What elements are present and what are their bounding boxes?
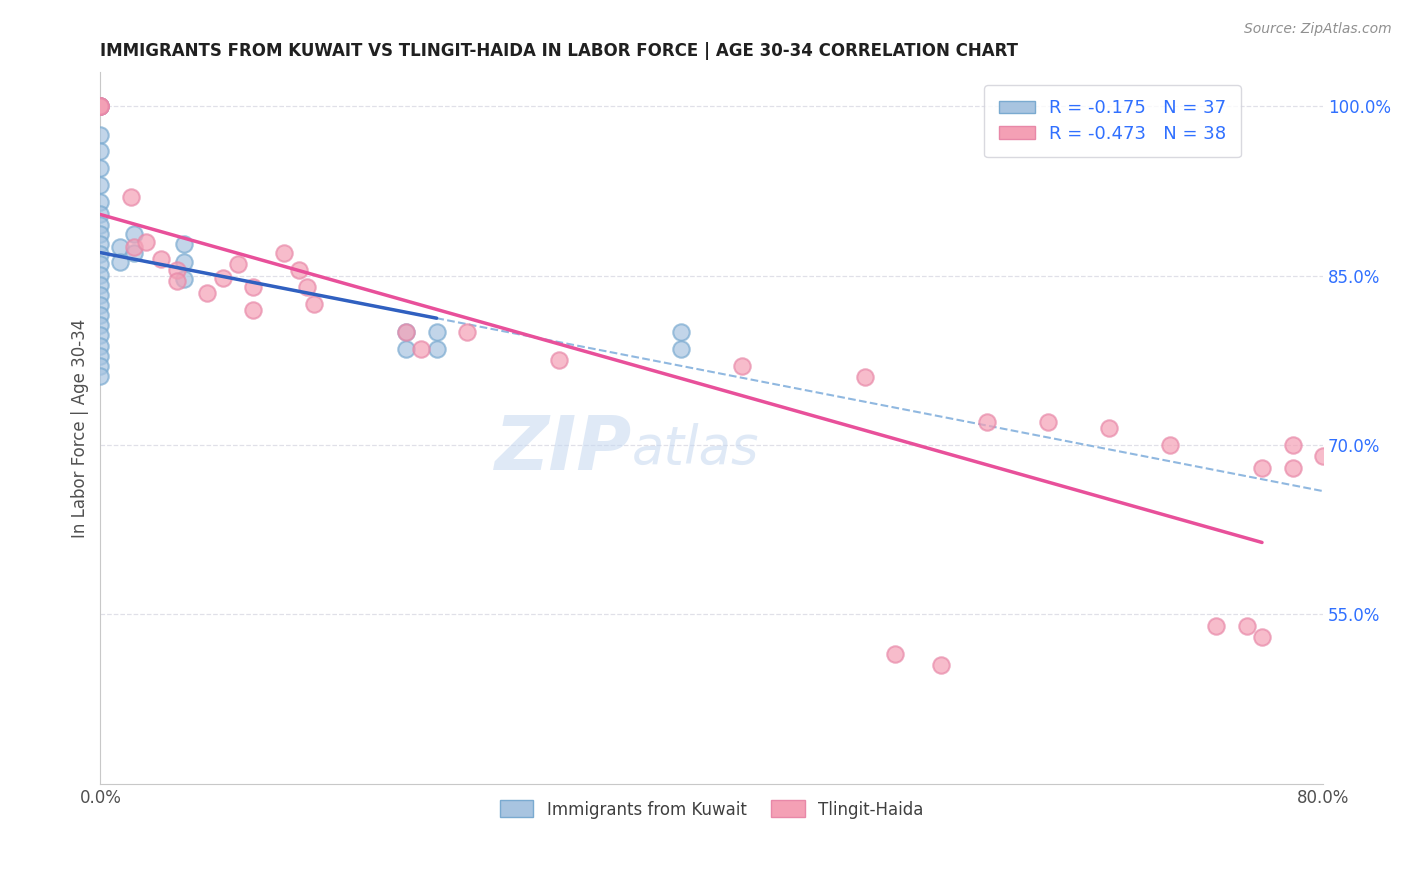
Point	[89, 227, 111, 241]
Point	[173, 255, 195, 269]
Point	[166, 263, 188, 277]
Point	[456, 325, 478, 339]
Point	[135, 235, 157, 249]
Point	[1281, 438, 1303, 452]
Point	[929, 658, 952, 673]
Point	[211, 271, 233, 285]
Point	[89, 178, 111, 193]
Point	[122, 227, 145, 241]
Point	[89, 359, 111, 373]
Point	[166, 274, 188, 288]
Point	[1205, 618, 1227, 632]
Point	[89, 99, 111, 113]
Point	[853, 370, 876, 384]
Point	[122, 240, 145, 254]
Point	[89, 145, 111, 159]
Point	[1036, 416, 1059, 430]
Point	[122, 246, 145, 260]
Point	[395, 342, 418, 356]
Point	[731, 359, 754, 373]
Point	[304, 297, 326, 311]
Point	[89, 268, 111, 282]
Text: Source: ZipAtlas.com: Source: ZipAtlas.com	[1244, 22, 1392, 37]
Point	[1159, 438, 1181, 452]
Point	[89, 247, 111, 261]
Point	[89, 237, 111, 252]
Point	[89, 339, 111, 353]
Point	[110, 240, 132, 254]
Point	[89, 318, 111, 333]
Point	[89, 206, 111, 220]
Point	[395, 325, 418, 339]
Point	[89, 328, 111, 343]
Point	[110, 255, 132, 269]
Point	[884, 647, 907, 661]
Legend: Immigrants from Kuwait, Tlingit-Haida: Immigrants from Kuwait, Tlingit-Haida	[494, 794, 931, 825]
Point	[1098, 421, 1121, 435]
Point	[89, 277, 111, 292]
Point	[173, 272, 195, 286]
Point	[242, 302, 264, 317]
Y-axis label: In Labor Force | Age 30-34: In Labor Force | Age 30-34	[72, 318, 89, 538]
Point	[295, 280, 318, 294]
Point	[120, 189, 142, 203]
Point	[173, 237, 195, 252]
Point	[1251, 630, 1274, 644]
Point	[548, 353, 571, 368]
Point	[89, 298, 111, 312]
Point	[273, 246, 295, 260]
Text: ZIP: ZIP	[495, 413, 633, 486]
Point	[89, 99, 111, 113]
Point	[89, 99, 111, 113]
Point	[242, 280, 264, 294]
Point	[1251, 460, 1274, 475]
Point	[976, 416, 998, 430]
Point	[89, 369, 111, 384]
Point	[1312, 450, 1334, 464]
Point	[226, 257, 249, 271]
Point	[89, 99, 111, 113]
Point	[669, 342, 692, 356]
Point	[89, 161, 111, 176]
Text: IMMIGRANTS FROM KUWAIT VS TLINGIT-HAIDA IN LABOR FORCE | AGE 30-34 CORRELATION C: IMMIGRANTS FROM KUWAIT VS TLINGIT-HAIDA …	[100, 42, 1018, 60]
Point	[89, 349, 111, 363]
Point	[426, 342, 449, 356]
Point	[411, 342, 433, 356]
Point	[89, 99, 111, 113]
Point	[288, 263, 311, 277]
Point	[1281, 460, 1303, 475]
Text: atlas: atlas	[633, 424, 759, 475]
Point	[395, 325, 418, 339]
Point	[89, 195, 111, 210]
Point	[1236, 618, 1258, 632]
Point	[426, 325, 449, 339]
Point	[195, 285, 218, 300]
Point	[89, 99, 111, 113]
Point	[89, 288, 111, 302]
Point	[89, 257, 111, 271]
Point	[89, 218, 111, 232]
Point	[150, 252, 173, 266]
Point	[89, 308, 111, 322]
Point	[89, 128, 111, 142]
Point	[669, 325, 692, 339]
